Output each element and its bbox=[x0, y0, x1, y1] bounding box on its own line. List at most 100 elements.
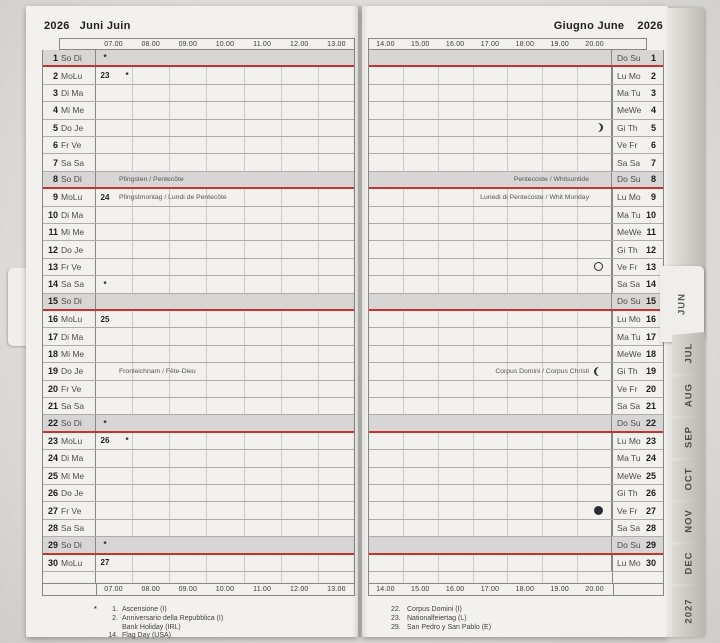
day-label-cell: 29 So Di bbox=[43, 537, 96, 553]
day-row-1[interactable]: Do Su 1 bbox=[369, 50, 663, 68]
day-row-26[interactable]: 26 Do Je bbox=[43, 485, 354, 503]
tab-jul[interactable]: JUL bbox=[672, 332, 705, 374]
day-row-2[interactable]: Lu Mo 2 bbox=[369, 67, 663, 85]
day-row-22[interactable]: * 22 So Di bbox=[43, 415, 354, 433]
day-row-21[interactable]: Sa Sa 21 bbox=[369, 398, 663, 416]
day-row-27[interactable]: Ve Fr 27 bbox=[369, 502, 663, 520]
day-number: 6 bbox=[650, 140, 656, 151]
day-row-29[interactable]: * 29 So Di bbox=[43, 537, 354, 555]
day-row-3[interactable]: Ma Tu 3 bbox=[369, 84, 663, 103]
day-row-4[interactable]: 4 Mi Me bbox=[43, 102, 354, 120]
day-label-cell: Ma Tu 10 bbox=[611, 206, 663, 223]
day-row-12[interactable]: Gi Th 12 bbox=[369, 241, 663, 259]
day-row-14[interactable]: * 14 Sa Sa bbox=[43, 276, 354, 294]
day-label-cell: 30 MoLu bbox=[43, 554, 96, 571]
left-page-month-tab[interactable] bbox=[8, 268, 30, 346]
day-row-19[interactable]: Fronleichnam / Fête-Dieu 19 Do Je bbox=[43, 363, 354, 381]
day-row-24[interactable]: Ma Tu 24 bbox=[369, 450, 663, 468]
day-row-13[interactable]: Ve Fr 13 bbox=[369, 258, 663, 277]
day-row-7[interactable]: Sa Sa 7 bbox=[369, 154, 663, 172]
day-label-cell: 19 Do Je bbox=[43, 363, 96, 380]
day-row-16[interactable]: 25 16 MoLu bbox=[43, 311, 354, 329]
hour-column-line bbox=[542, 50, 544, 583]
time-label: 09.00 bbox=[178, 586, 198, 593]
day-number: 25 bbox=[645, 470, 656, 481]
day-row-15[interactable]: 15 So Di bbox=[43, 293, 354, 311]
day-row-22[interactable]: Do Su 22 bbox=[369, 415, 663, 433]
day-row-29[interactable]: Do Su 29 bbox=[369, 537, 663, 555]
day-label-cell: 4 Mi Me bbox=[43, 102, 96, 119]
day-label-cell: Do Su 22 bbox=[611, 415, 663, 431]
day-row-6[interactable]: Ve Fr 6 bbox=[369, 137, 663, 155]
bottom-time-row bbox=[42, 583, 355, 596]
day-number: 30 bbox=[47, 557, 58, 568]
day-row-18[interactable]: MeWe 18 bbox=[369, 345, 663, 364]
day-row-7[interactable]: 7 Sa Sa bbox=[43, 154, 354, 172]
day-row-30[interactable]: Lu Mo 30 bbox=[369, 554, 663, 572]
day-number: 14 bbox=[47, 279, 58, 290]
time-label: 17.00 bbox=[480, 40, 500, 48]
day-row-2[interactable]: 23 * 2 MoLu bbox=[43, 67, 354, 85]
day-row-13[interactable]: 13 Fr Ve bbox=[43, 258, 354, 277]
day-row-16[interactable]: Lu Mo 16 bbox=[369, 311, 663, 329]
day-row-10[interactable]: Ma Tu 10 bbox=[369, 206, 663, 224]
day-row-5[interactable]: 5 Do Je bbox=[43, 119, 354, 137]
day-label-cell: 22 So Di bbox=[43, 415, 96, 431]
day-row-23[interactable]: Lu Mo 23 bbox=[369, 432, 663, 451]
day-row-8[interactable]: Pentecoste / Whitsuntide Do Su 8 bbox=[369, 171, 663, 190]
time-label: 18.00 bbox=[515, 586, 535, 593]
day-row-8[interactable]: Pfingsten / Pentecôte 8 So Di bbox=[43, 171, 354, 190]
week-number: 23 bbox=[100, 71, 110, 81]
day-row-24[interactable]: 24 Di Ma bbox=[43, 450, 354, 468]
day-row-17[interactable]: 17 Di Ma bbox=[43, 328, 354, 346]
day-row-9[interactable]: 24 Pfingstmontag / Lundi de Pentecôte 9 MoL… bbox=[43, 189, 354, 207]
tab-sep[interactable]: SEP bbox=[672, 416, 705, 458]
hour-column-line bbox=[243, 50, 245, 583]
right-footnotes: 22. Corpus Domini (I) 23. Nationalfeiertag … bbox=[382, 606, 491, 632]
tab-month-current[interactable]: JUN bbox=[660, 266, 704, 342]
day-row-25[interactable]: MeWe 25 bbox=[369, 467, 663, 485]
day-row-27[interactable]: 27 Fr Ve bbox=[43, 502, 354, 520]
day-row-28[interactable]: Sa Sa 28 bbox=[369, 519, 663, 538]
footnote-line: 14. Flag Day (USA) bbox=[94, 632, 223, 641]
day-row-9[interactable]: Lunedi di Pentecoste / Whit Monday Lu Mo 9 bbox=[369, 189, 663, 207]
time-label: 14.00 bbox=[376, 586, 395, 593]
day-row-20[interactable]: Ve Fr 20 bbox=[369, 380, 663, 398]
day-row-17[interactable]: Ma Tu 17 bbox=[369, 328, 663, 346]
day-row-1[interactable]: * 1 So Di bbox=[43, 50, 354, 68]
tab-aug[interactable]: AUG bbox=[672, 374, 705, 416]
day-row-10[interactable]: 10 Di Ma bbox=[43, 206, 354, 224]
footnote-text: Nationalfeiertag (L) bbox=[407, 614, 467, 622]
day-row-14[interactable]: Sa Sa 14 bbox=[369, 276, 663, 294]
day-number: 13 bbox=[645, 261, 656, 272]
tab-nov[interactable]: NOV bbox=[672, 500, 705, 542]
footnote-text: Ascensione (I) bbox=[122, 606, 167, 613]
hour-column-line bbox=[507, 50, 509, 583]
footnote-day-number: 2. bbox=[112, 614, 118, 622]
day-row-30[interactable]: 27 30 MoLu bbox=[43, 554, 354, 572]
day-row-12[interactable]: 12 Do Je bbox=[43, 241, 354, 259]
day-row-11[interactable]: MeWe 11 bbox=[369, 224, 663, 242]
day-row-18[interactable]: 18 Mi Me bbox=[43, 345, 354, 364]
day-row-28[interactable]: 28 Sa Sa bbox=[43, 519, 354, 538]
tab-oct[interactable]: OCT bbox=[672, 458, 705, 500]
left-footnotes: * 1. Ascensione (I) 2. Anniversario della Re… bbox=[94, 606, 223, 641]
day-row-4[interactable]: MeWe 4 bbox=[369, 102, 663, 120]
day-row-21[interactable]: 21 Sa Sa bbox=[43, 398, 354, 416]
tab-2027[interactable]: 2027 bbox=[672, 584, 705, 637]
day-label-cell: Gi Th 5 bbox=[611, 119, 663, 136]
day-row-19[interactable]: Corpus Domini / Corpus Christi Gi Th 19 bbox=[369, 363, 663, 381]
day-row-6[interactable]: 6 Fr Ve bbox=[43, 137, 354, 155]
day-label-cell: Do Su 29 bbox=[611, 537, 663, 553]
day-row-15[interactable]: Do Su 15 bbox=[369, 293, 663, 311]
day-number: 10 bbox=[645, 209, 656, 220]
day-row-5[interactable]: Gi Th 5 bbox=[369, 119, 663, 137]
day-row-26[interactable]: Gi Th 26 bbox=[369, 485, 663, 503]
time-label: 08.00 bbox=[141, 40, 160, 48]
day-row-3[interactable]: 3 Di Ma bbox=[43, 84, 354, 103]
day-row-23[interactable]: 26 * 23 MoLu bbox=[43, 432, 354, 451]
day-row-11[interactable]: 11 Mi Me bbox=[43, 224, 354, 242]
day-row-20[interactable]: 20 Fr Ve bbox=[43, 380, 354, 398]
day-row-25[interactable]: 25 Mi Me bbox=[43, 467, 354, 485]
tab-dec[interactable]: DEC bbox=[672, 542, 705, 584]
